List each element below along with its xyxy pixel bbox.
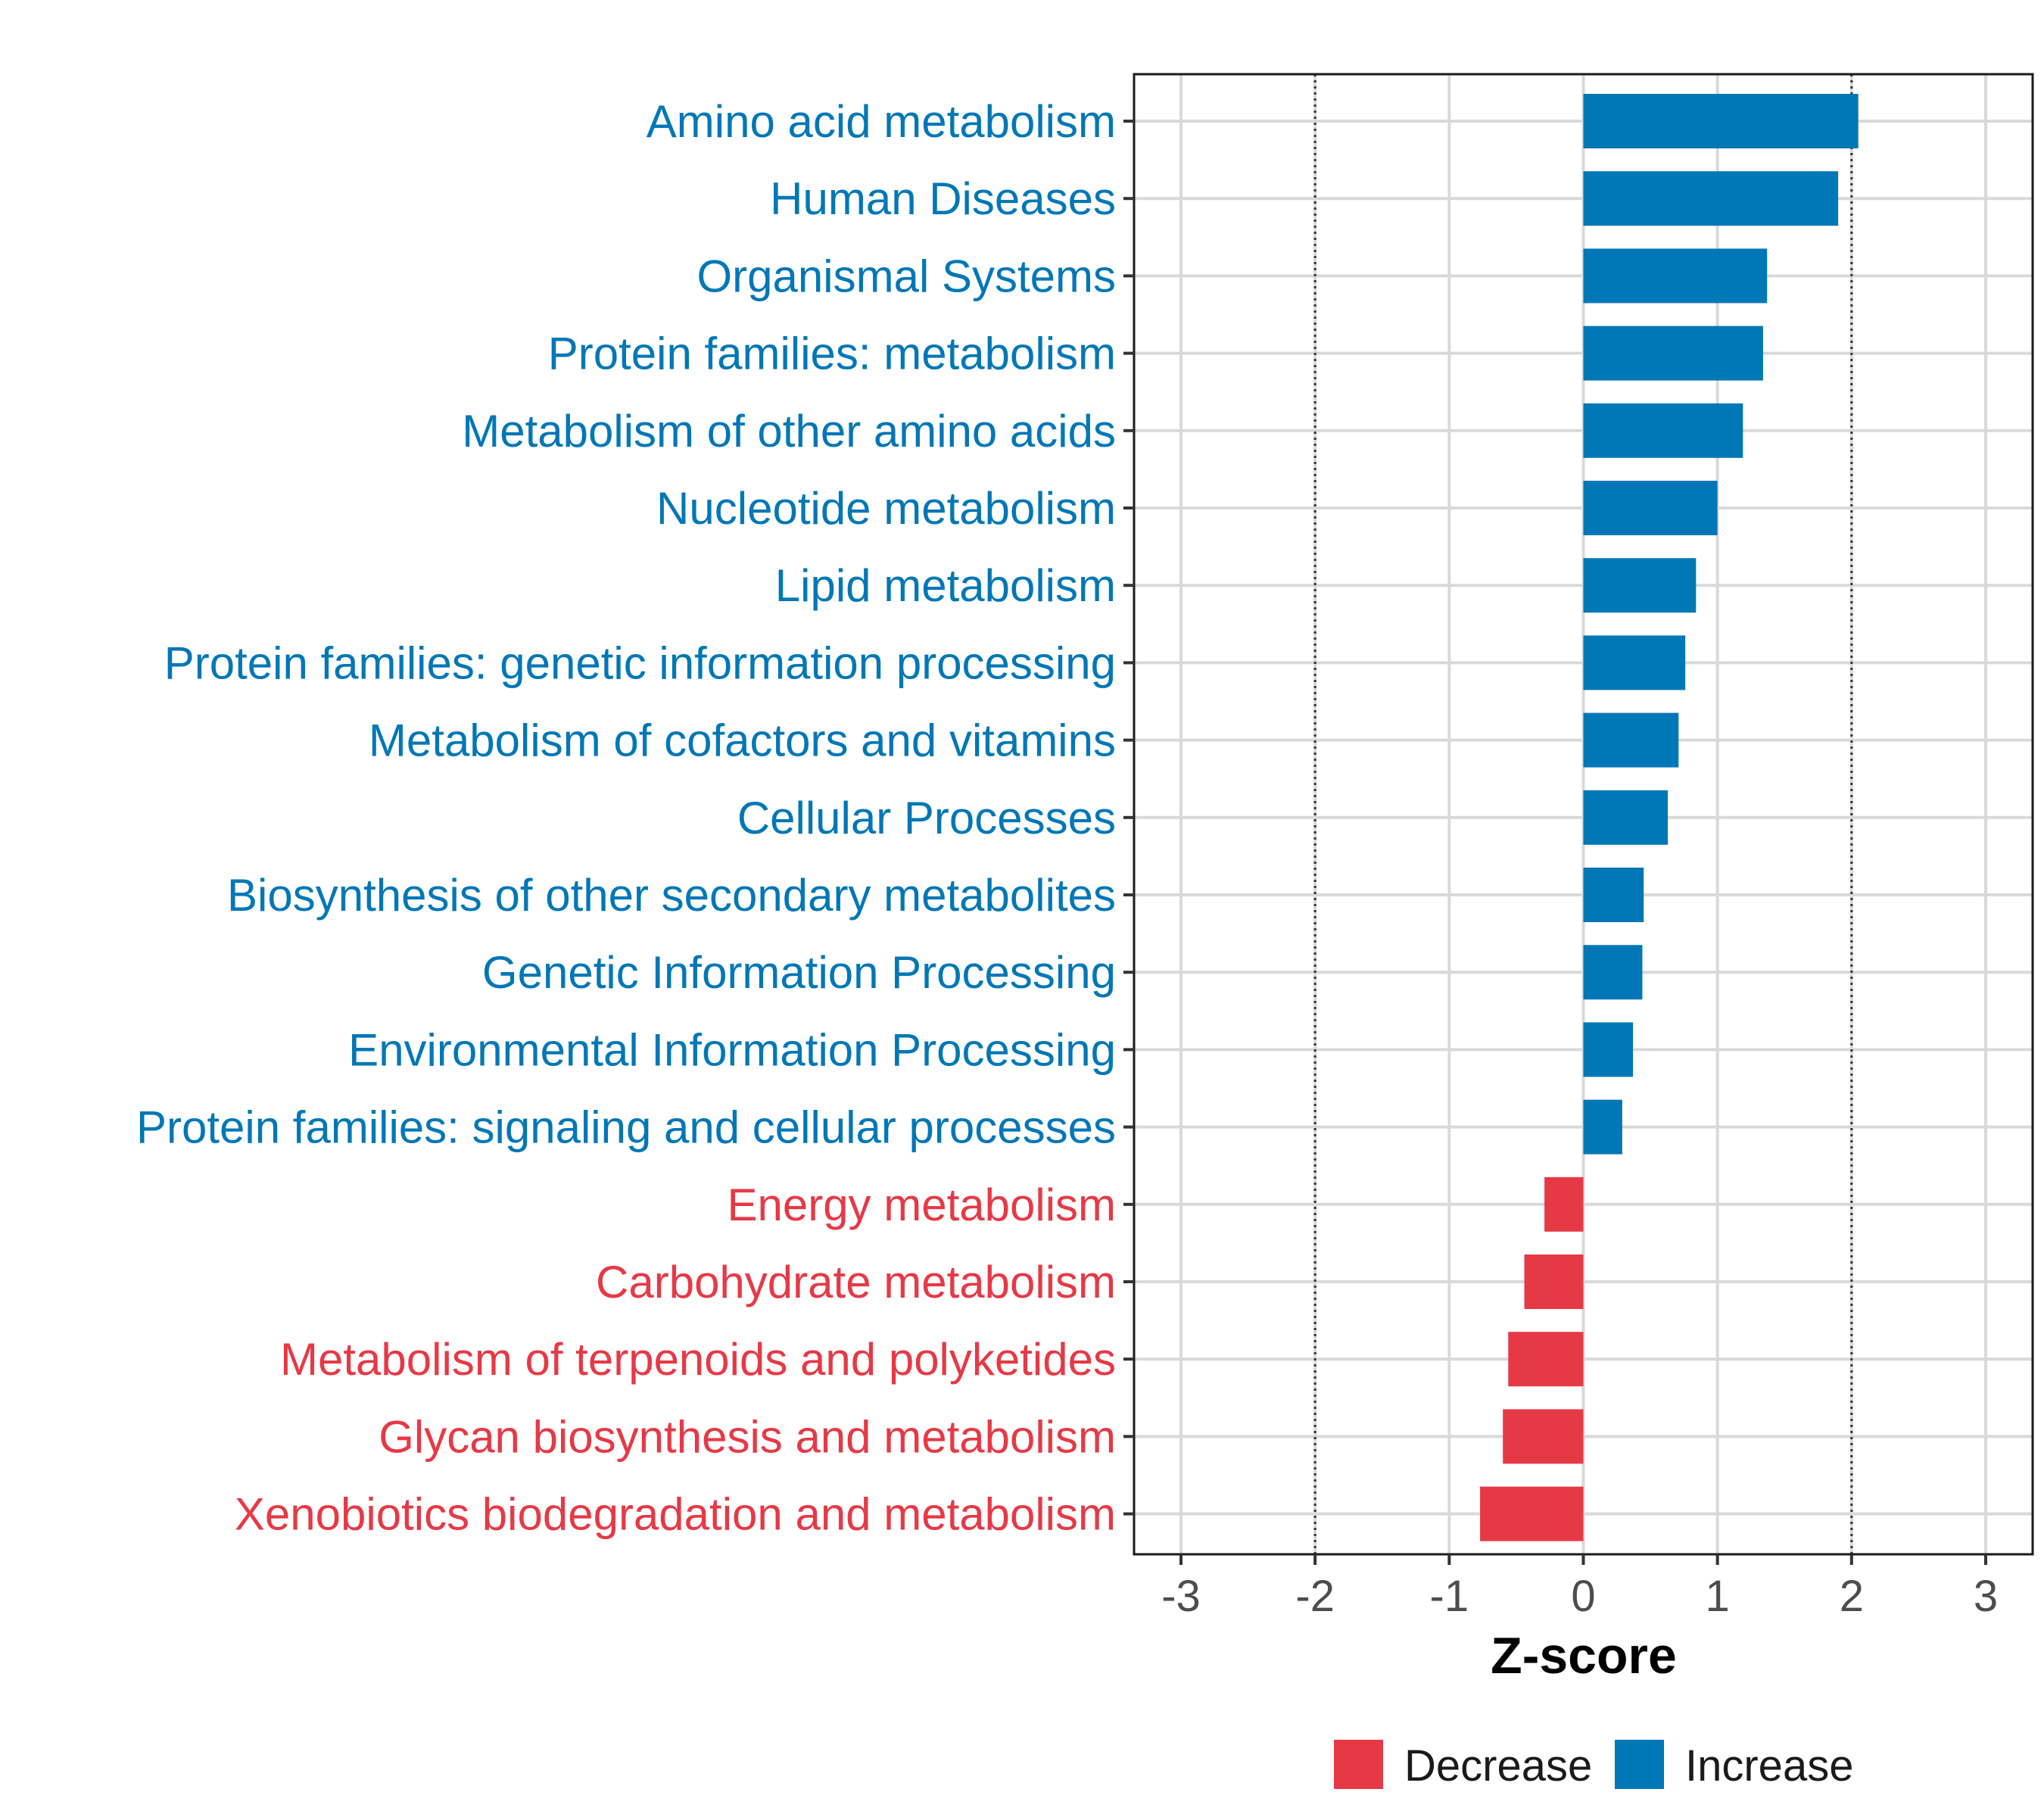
- bar: [1583, 868, 1644, 922]
- bar: [1583, 248, 1768, 304]
- legend-label-decrease: Decrease: [1404, 1741, 1592, 1791]
- x-tick-label: 0: [1571, 1572, 1595, 1621]
- reference-lines: [1313, 74, 1853, 1554]
- category-label: Organismal Systems: [697, 251, 1116, 301]
- bar: [1583, 558, 1697, 613]
- bar: [1508, 1332, 1584, 1387]
- x-tick-label: 1: [1706, 1572, 1730, 1621]
- category-label: Carbohydrate metabolism: [596, 1257, 1116, 1307]
- x-tick-label: 2: [1840, 1572, 1864, 1621]
- category-label: Metabolism of terpenoids and polyketides: [280, 1334, 1116, 1385]
- x-tick-label: -1: [1430, 1572, 1469, 1621]
- x-tick-label: -3: [1161, 1572, 1201, 1621]
- category-label: Protein families: genetic information pr…: [164, 637, 1116, 688]
- category-label: Glycan biosynthesis and metabolism: [379, 1411, 1116, 1462]
- bar: [1583, 1022, 1634, 1077]
- y-axis-ticks: [1123, 120, 1134, 1516]
- legend-swatch-decrease: [1334, 1740, 1383, 1789]
- category-label: Protein families: metabolism: [548, 329, 1116, 379]
- bar: [1583, 635, 1686, 690]
- bar: [1583, 171, 1839, 226]
- bar: [1503, 1409, 1584, 1464]
- category-label: Nucleotide metabolism: [656, 483, 1116, 534]
- category-label: Protein families: signaling and cellular…: [136, 1102, 1116, 1153]
- legend-label-increase: Increase: [1685, 1741, 1853, 1791]
- bar: [1583, 1099, 1622, 1155]
- bar: [1524, 1254, 1584, 1309]
- category-label: Metabolism of cofactors and vitamins: [369, 715, 1116, 766]
- bar: [1480, 1486, 1584, 1541]
- category-label: Lipid metabolism: [775, 560, 1116, 611]
- category-label: Cellular Processes: [737, 793, 1116, 843]
- x-tick-label: -2: [1295, 1572, 1335, 1621]
- bars: [1480, 94, 1859, 1541]
- category-label: Amino acid metabolism: [647, 96, 1116, 147]
- bar: [1583, 945, 1643, 1000]
- bar: [1583, 326, 1763, 381]
- category-label: Genetic Information Processing: [482, 947, 1116, 998]
- bar: [1583, 481, 1718, 535]
- bar: [1583, 94, 1859, 148]
- legend: Decrease Increase: [1334, 1740, 1853, 1791]
- bar: [1583, 403, 1743, 458]
- bar: [1583, 790, 1669, 845]
- y-axis-labels: Amino acid metabolism Human Diseases Organ…: [136, 96, 1116, 1540]
- category-label: Environmental Information Processing: [348, 1024, 1116, 1075]
- bar: [1583, 712, 1679, 768]
- category-label: Biosynthesis of other secondary metaboli…: [227, 870, 1116, 921]
- x-tick-label: 3: [1974, 1572, 1998, 1621]
- x-axis-title: Z-score: [1491, 1627, 1677, 1685]
- legend-swatch-increase: [1615, 1740, 1664, 1789]
- category-label: Human Diseases: [770, 173, 1116, 224]
- category-label: Xenobiotics biodegradation and metabolis…: [235, 1489, 1116, 1540]
- category-label: Metabolism of other amino acids: [462, 406, 1116, 457]
- bar: [1544, 1177, 1584, 1232]
- category-label: Energy metabolism: [727, 1180, 1116, 1230]
- x-axis-ticks: -3 -2 -1 0 1 2 3: [1161, 1554, 1998, 1621]
